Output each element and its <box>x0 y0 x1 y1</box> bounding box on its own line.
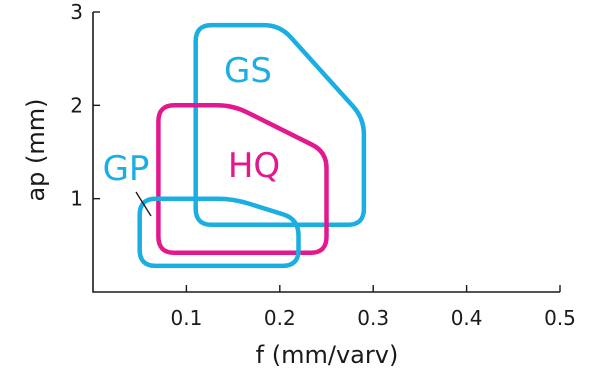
x-tick-label: 0.2 <box>264 306 296 330</box>
region-gp <box>137 196 301 269</box>
region-gs <box>193 22 367 228</box>
axes: 0.1 0.2 0.3 0.4 0.5 1 2 3 <box>70 0 576 330</box>
region-hq <box>156 103 329 256</box>
y-tick-label: 1 <box>70 187 83 211</box>
region-labels: GS HQ GP <box>103 51 280 217</box>
y-axis-label: ap (mm) <box>22 98 50 201</box>
gp-leader-line <box>135 191 152 217</box>
y-tick-label: 2 <box>70 93 83 117</box>
x-tick-label: 0.1 <box>170 306 202 330</box>
region-label-gs: GS <box>224 51 272 91</box>
y-tick-label: 3 <box>70 0 83 24</box>
regions <box>137 22 367 269</box>
x-tick-label: 0.3 <box>357 306 389 330</box>
region-label-hq: HQ <box>228 146 280 186</box>
region-label-gp: GP <box>103 149 150 189</box>
x-tick-label: 0.4 <box>451 306 483 330</box>
x-axis-label: f (mm/varv) <box>256 341 399 369</box>
x-tick-label: 0.5 <box>544 306 576 330</box>
